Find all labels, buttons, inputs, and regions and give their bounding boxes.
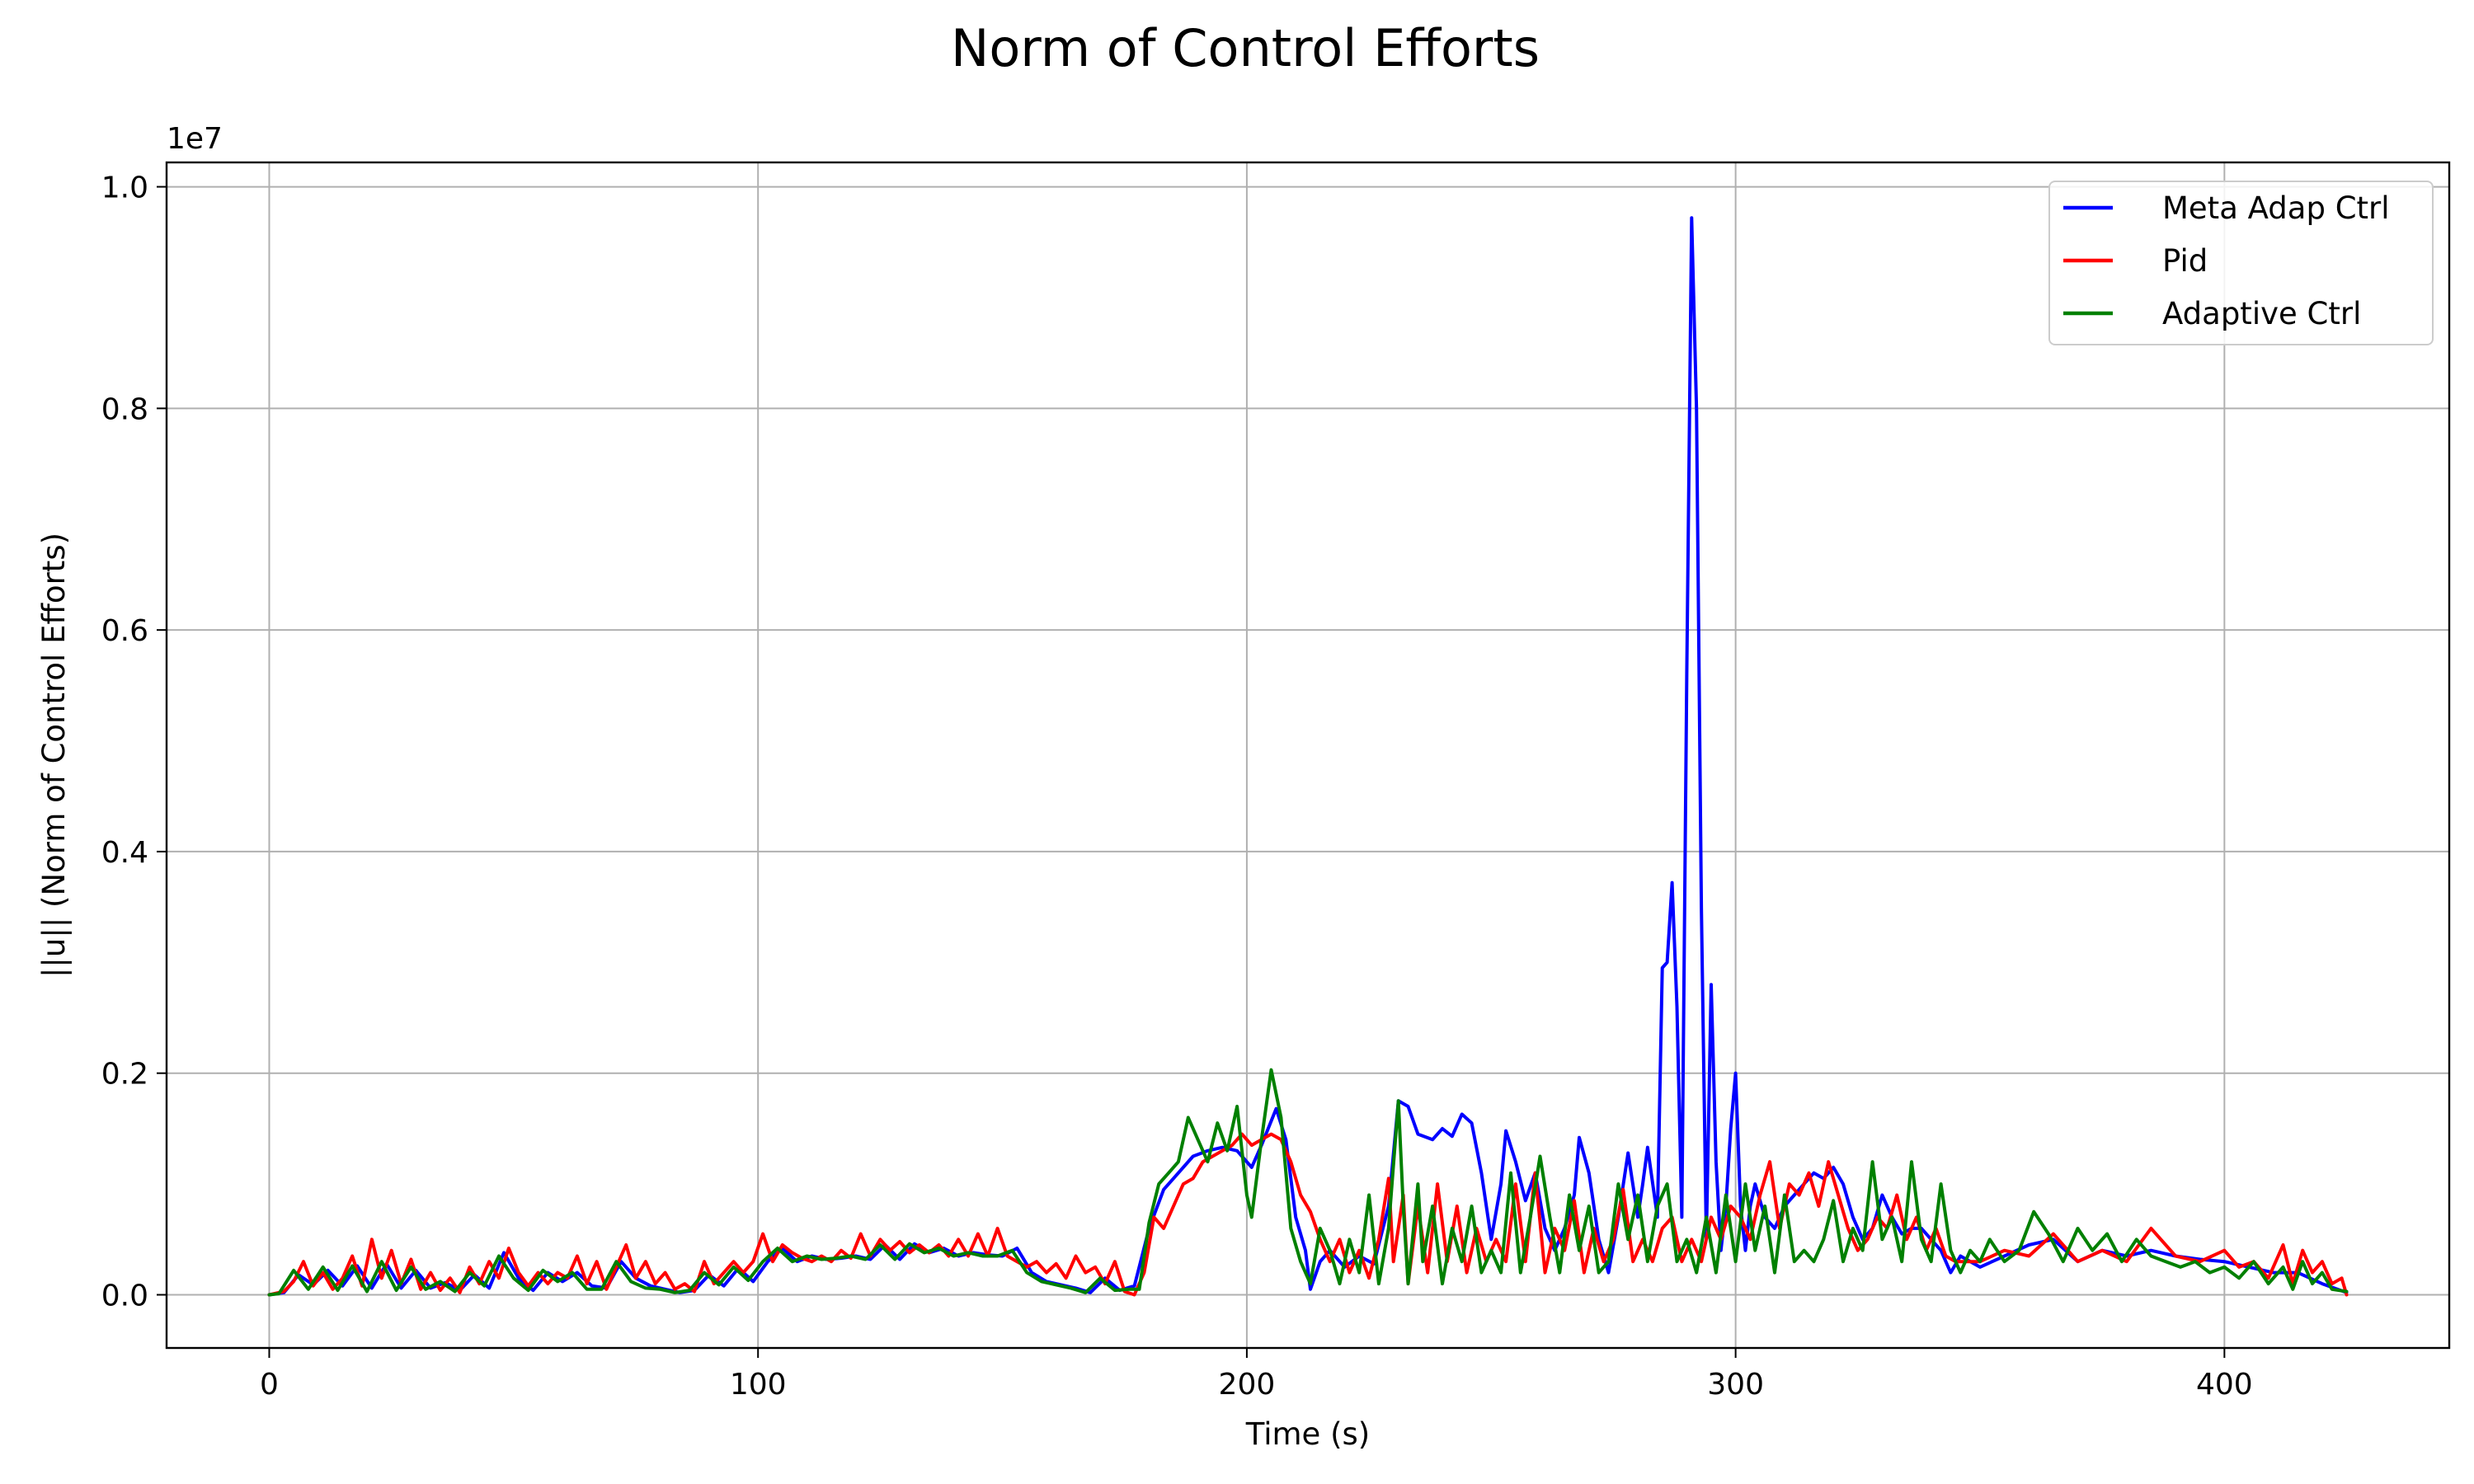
x-tick-label: 200 (1219, 1368, 1276, 1402)
legend-box (2048, 181, 2434, 345)
x-tick-label: 100 (730, 1368, 787, 1402)
plot-frame (165, 161, 2451, 1350)
plot-area (165, 161, 2451, 1350)
legend-label: Meta Adap Ctrl (2162, 190, 2390, 226)
y-tick-label: 1.0 (101, 171, 148, 205)
y-axis-label: ||u|| (Norm of Control Efforts) (36, 533, 72, 978)
grid-lines (167, 162, 2449, 1348)
y-axis-ticks: 0.0 0.2 0.4 0.6 0.8 1.0 (101, 171, 167, 1313)
x-axis-ticks: 0 100 200 300 400 (260, 1348, 2253, 1402)
x-tick-label: 400 (2196, 1368, 2253, 1402)
legend: Meta Adap Ctrl Pid Adaptive Ctrl (2048, 181, 2434, 345)
y-tick-label: 0.4 (101, 836, 148, 870)
y-tick-label: 0.2 (101, 1058, 148, 1092)
y-tick-label: 0.8 (101, 392, 148, 426)
series-line-adaptive-ctrl (267, 1068, 2349, 1297)
y-axis-offset-label: 1e7 (167, 122, 223, 156)
x-tick-label: 0 (260, 1368, 279, 1402)
y-tick-label: 0.0 (101, 1279, 148, 1313)
y-tick-label: 0.6 (101, 614, 148, 648)
legend-label: Adaptive Ctrl (2162, 296, 2361, 331)
series-lines (267, 216, 2349, 1297)
plot-background (167, 162, 2449, 1348)
chart-title: Norm of Control Efforts (951, 18, 1540, 78)
x-axis-label: Time (s) (1245, 1416, 1370, 1452)
legend-label: Pid (2162, 243, 2208, 279)
x-tick-label: 300 (1707, 1368, 1764, 1402)
